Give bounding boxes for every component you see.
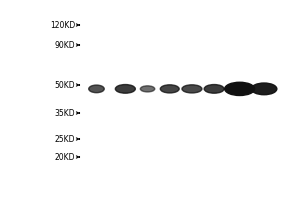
Ellipse shape bbox=[116, 85, 135, 93]
Ellipse shape bbox=[204, 85, 224, 93]
Ellipse shape bbox=[140, 86, 155, 92]
Text: 20KD: 20KD bbox=[55, 152, 75, 162]
Ellipse shape bbox=[182, 85, 202, 93]
Text: 35KD: 35KD bbox=[54, 108, 75, 117]
Ellipse shape bbox=[89, 85, 104, 93]
Ellipse shape bbox=[160, 85, 179, 93]
Ellipse shape bbox=[225, 82, 255, 95]
Ellipse shape bbox=[251, 83, 277, 95]
Text: 120KD: 120KD bbox=[50, 21, 75, 29]
Text: 90KD: 90KD bbox=[54, 40, 75, 49]
Text: 50KD: 50KD bbox=[54, 81, 75, 90]
Text: 25KD: 25KD bbox=[55, 134, 75, 144]
